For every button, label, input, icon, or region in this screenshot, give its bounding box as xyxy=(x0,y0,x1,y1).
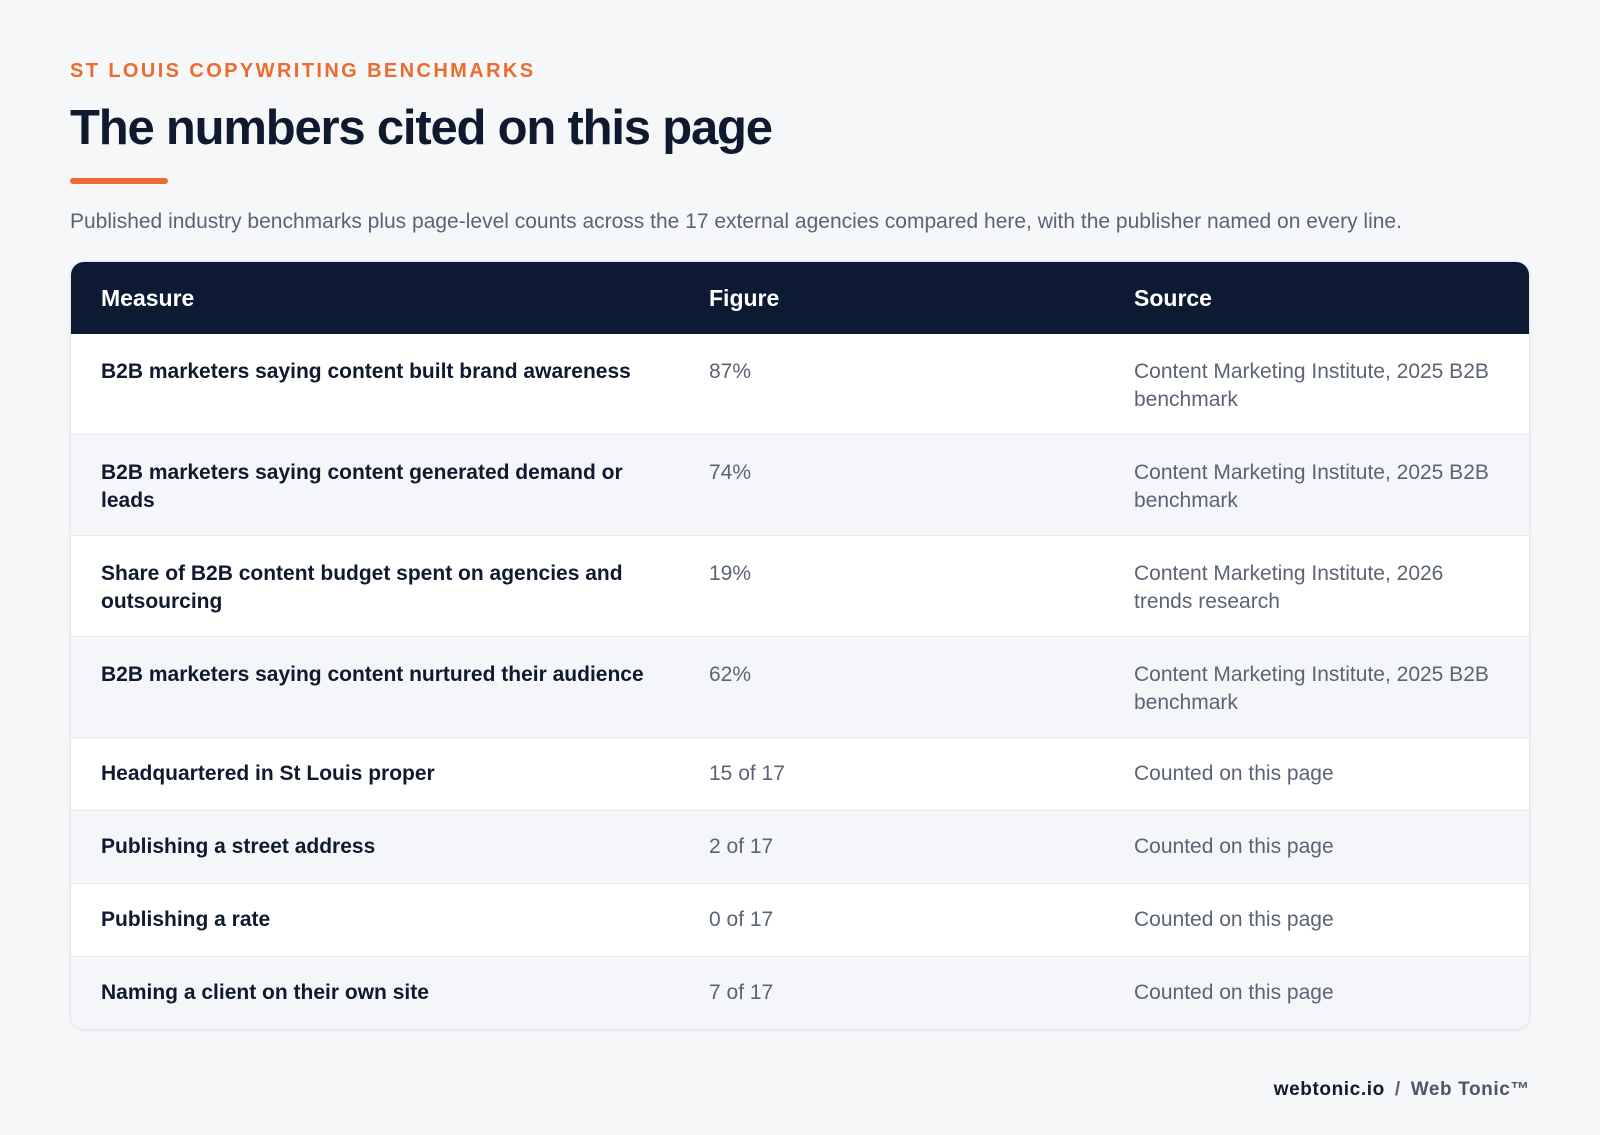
table-row: Headquartered in St Louis proper 15 of 1… xyxy=(71,737,1529,811)
table-row: B2B marketers saying content built brand… xyxy=(71,334,1529,435)
source-cell: Content Marketing Institute, 2025 B2B be… xyxy=(1134,360,1489,411)
table-row: Publishing a rate 0 of 17 Counted on thi… xyxy=(71,883,1529,957)
source-cell: Content Marketing Institute, 2025 B2B be… xyxy=(1134,461,1489,512)
eyebrow-label: ST LOUIS COPYWRITING BENCHMARKS xyxy=(70,60,536,82)
footer-domain[interactable]: webtonic.io xyxy=(1273,1079,1385,1100)
figure-cell: 2 of 17 xyxy=(709,835,774,858)
page: ST LOUIS COPYWRITING BENCHMARKS The numb… xyxy=(70,58,1530,1030)
footer-credit: webtonic.io / Web Tonic™ xyxy=(1274,1079,1530,1101)
page-subtitle: Published industry benchmarks plus page-… xyxy=(70,210,1402,233)
footer-brand: Web Tonic™ xyxy=(1410,1079,1530,1100)
source-cell: Content Marketing Institute, 2026 trends… xyxy=(1134,562,1444,613)
page-title: The numbers cited on this page xyxy=(70,101,773,155)
column-header-measure: Measure xyxy=(101,284,195,311)
measure-cell: Publishing a street address xyxy=(101,835,376,858)
table-header-row: Measure Figure Source xyxy=(71,262,1529,334)
figure-cell: 0 of 17 xyxy=(709,908,774,931)
table-row: Share of B2B content budget spent on age… xyxy=(71,535,1529,637)
source-cell: Counted on this page xyxy=(1134,762,1334,785)
figure-cell: 7 of 17 xyxy=(709,981,774,1004)
table-row: B2B marketers saying content generated d… xyxy=(71,434,1529,536)
title-accent-bar xyxy=(70,178,168,184)
measure-cell: B2B marketers saying content generated d… xyxy=(101,461,623,512)
source-cell: Counted on this page xyxy=(1134,908,1334,931)
measure-cell: Headquartered in St Louis proper xyxy=(101,762,435,785)
column-header-source: Source xyxy=(1134,284,1212,311)
figure-cell: 62% xyxy=(709,663,752,686)
table-row: B2B marketers saying content nurtured th… xyxy=(71,636,1529,738)
table-row: Publishing a street address 2 of 17 Coun… xyxy=(71,810,1529,884)
footer-separator: / xyxy=(1394,1079,1401,1100)
figure-cell: 15 of 17 xyxy=(709,762,785,785)
benchmarks-table-card: Measure Figure Source B2B marketers sayi… xyxy=(70,261,1530,1030)
benchmarks-table: Measure Figure Source B2B marketers sayi… xyxy=(71,262,1529,1029)
source-cell: Counted on this page xyxy=(1134,981,1334,1004)
figure-cell: 74% xyxy=(709,461,752,484)
table-row: Naming a client on their own site 7 of 1… xyxy=(71,956,1529,1029)
source-cell: Counted on this page xyxy=(1134,835,1334,858)
figure-cell: 87% xyxy=(709,360,752,383)
measure-cell: B2B marketers saying content built brand… xyxy=(101,360,631,383)
measure-cell: B2B marketers saying content nurtured th… xyxy=(101,663,644,686)
measure-cell: Naming a client on their own site xyxy=(101,981,429,1004)
measure-cell: Share of B2B content budget spent on age… xyxy=(101,562,623,613)
measure-cell: Publishing a rate xyxy=(101,908,271,931)
column-header-figure: Figure xyxy=(709,284,780,311)
figure-cell: 19% xyxy=(709,562,752,585)
source-cell: Content Marketing Institute, 2025 B2B be… xyxy=(1134,663,1489,714)
